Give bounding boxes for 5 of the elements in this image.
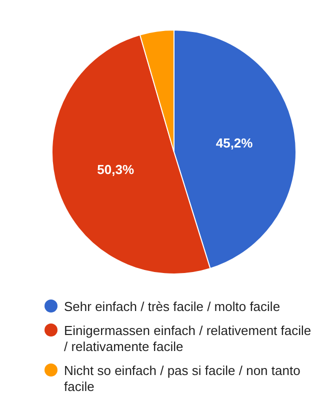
legend-label: Sehr einfach / très facile / molto facile	[64, 298, 280, 314]
data-label: 45,2%	[216, 135, 254, 150]
legend-label: Nicht so einfach / pas si facile / non tanto facile	[64, 362, 300, 394]
legend-label: Einigermassen einfach / relativement facile / relativamente facile	[64, 322, 312, 354]
data-label: 50,3%	[97, 162, 134, 178]
